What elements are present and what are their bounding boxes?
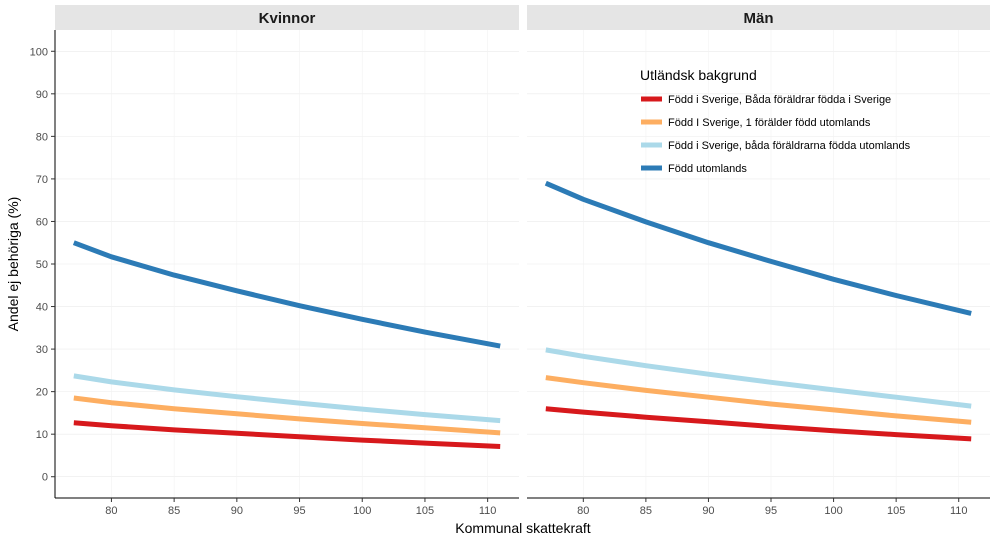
y-tick-label: 20: [36, 387, 48, 399]
legend-label-3: Född i Sverige, båda föräldrarna födda u…: [668, 140, 911, 152]
panel-title: Män: [744, 10, 774, 27]
series-line-1: [545, 406, 972, 442]
x-axis-title: Kommunal skattekraft: [455, 520, 590, 536]
x-tick-label: 90: [231, 505, 243, 517]
legend-label-4: Född utomlands: [668, 163, 747, 175]
x-tick-label: 95: [765, 505, 777, 517]
legend-label-2: Född I Sverige, 1 förälder född utomland…: [668, 117, 871, 129]
panel-man: Män 80 85 90 95 100 105 110: [527, 5, 990, 517]
y-tick-label: 50: [36, 259, 48, 271]
series-line-2: [73, 395, 501, 436]
series-line-4: [544, 180, 972, 316]
series-line-4: [72, 240, 501, 349]
y-tick-label: 30: [36, 344, 48, 356]
y-tick-label: 40: [36, 302, 48, 314]
y-tick-label: 100: [30, 46, 48, 58]
x-tick-label: 110: [950, 505, 968, 517]
x-tick-label: 105: [416, 505, 434, 517]
series-line-3: [73, 373, 501, 424]
y-axis-title: Andel ej behöriga (%): [5, 197, 21, 332]
x-tick-label: 95: [293, 505, 305, 517]
series-line-3: [545, 347, 972, 409]
x-tick-label: 80: [577, 505, 589, 517]
panels-layer: Kvinnor 0 10 20 30 40 50 60 70 80 90 100 80 85 90 95 100…: [30, 5, 990, 517]
y-tick-label: 10: [36, 429, 48, 441]
panel-strip: [527, 5, 990, 30]
y-tick-label: 0: [42, 472, 48, 484]
panel-kvinnor: Kvinnor 0 10 20 30 40 50 60 70 80 90 100 80 85 90 95 100…: [30, 5, 519, 517]
panel-title: Kvinnor: [259, 10, 316, 27]
x-tick-label: 90: [702, 505, 714, 517]
y-tick-label: 70: [36, 174, 48, 186]
x-tick-label: 85: [168, 505, 180, 517]
series-line-1: [73, 420, 501, 449]
legend: Utländsk bakgrund Född i Sverige, Båda f…: [640, 67, 911, 175]
panel-strip: [55, 5, 519, 30]
y-tick-label: 60: [36, 216, 48, 228]
x-tick-label: 80: [105, 505, 117, 517]
series-line-2: [545, 375, 972, 425]
y-tick-label: 90: [36, 89, 48, 101]
legend-label-1: Född i Sverige, Båda föräldrar födda i S…: [668, 94, 891, 106]
x-tick-label: 85: [640, 505, 652, 517]
x-tick-label: 110: [479, 505, 497, 517]
legend-title: Utländsk bakgrund: [640, 67, 757, 83]
x-tick-label: 100: [353, 505, 371, 517]
y-tick-label: 80: [36, 131, 48, 143]
x-tick-label: 100: [824, 505, 842, 517]
x-tick-label: 105: [887, 505, 905, 517]
